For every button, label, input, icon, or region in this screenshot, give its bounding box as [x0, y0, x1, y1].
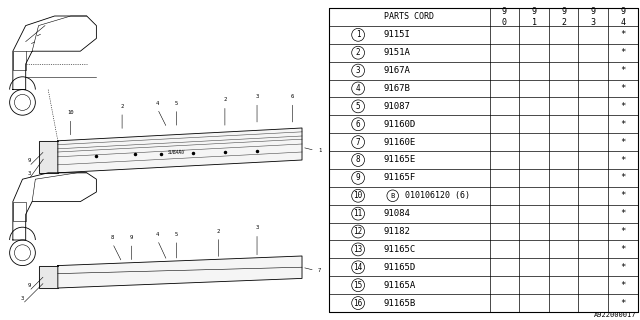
Text: 8: 8	[111, 235, 114, 240]
Text: *: *	[620, 138, 625, 147]
Text: 9167A: 9167A	[384, 66, 411, 75]
Text: A922000017: A922000017	[595, 312, 637, 318]
Text: 10: 10	[67, 110, 74, 115]
Text: 1: 1	[318, 148, 321, 153]
Text: 3: 3	[255, 94, 259, 99]
Text: 91165E: 91165E	[384, 156, 416, 164]
Text: 9
2: 9 2	[561, 7, 566, 27]
Text: *: *	[620, 84, 625, 93]
Text: SUBARU: SUBARU	[168, 150, 186, 155]
Text: 4: 4	[156, 100, 159, 106]
Text: 91165B: 91165B	[384, 299, 416, 308]
Text: 6: 6	[291, 94, 294, 99]
Text: *: *	[620, 120, 625, 129]
Text: 5: 5	[175, 100, 179, 106]
Text: 2: 2	[223, 97, 227, 102]
Text: 9
4: 9 4	[620, 7, 625, 27]
Text: 91165C: 91165C	[384, 245, 416, 254]
Text: 2: 2	[217, 228, 220, 234]
Text: *: *	[620, 245, 625, 254]
Polygon shape	[58, 128, 302, 173]
Text: *: *	[620, 209, 625, 218]
Text: 91182: 91182	[384, 227, 411, 236]
Text: 14: 14	[353, 263, 363, 272]
Text: *: *	[620, 299, 625, 308]
Text: *: *	[620, 30, 625, 39]
Text: 6: 6	[356, 120, 360, 129]
Text: 9167B: 9167B	[384, 84, 411, 93]
Text: 7: 7	[318, 268, 321, 273]
Text: B: B	[390, 193, 395, 199]
Text: PARTS CORD: PARTS CORD	[385, 12, 435, 21]
Text: 9151A: 9151A	[384, 48, 411, 57]
Text: 9: 9	[356, 173, 360, 182]
Polygon shape	[38, 266, 58, 288]
Text: 13: 13	[353, 245, 363, 254]
Text: *: *	[620, 227, 625, 236]
Text: 3: 3	[28, 171, 31, 176]
Polygon shape	[38, 141, 58, 173]
Text: 15: 15	[353, 281, 363, 290]
Text: 9
1: 9 1	[531, 7, 536, 27]
Text: *: *	[620, 66, 625, 75]
Text: 91165D: 91165D	[384, 263, 416, 272]
Text: 9
0: 9 0	[502, 7, 507, 27]
Text: 3: 3	[255, 225, 259, 230]
Text: *: *	[620, 102, 625, 111]
Text: 010106120 (6): 010106120 (6)	[405, 191, 470, 200]
Text: 10: 10	[353, 191, 363, 200]
Text: 91087: 91087	[384, 102, 411, 111]
Text: *: *	[620, 263, 625, 272]
Text: 2: 2	[120, 104, 124, 109]
Text: 9: 9	[28, 283, 31, 288]
Text: 9
3: 9 3	[591, 7, 596, 27]
Text: 7: 7	[356, 138, 360, 147]
Text: *: *	[620, 191, 625, 200]
Text: 1: 1	[356, 30, 360, 39]
Text: 11: 11	[353, 209, 363, 218]
Text: 8: 8	[356, 156, 360, 164]
Text: 2: 2	[356, 48, 360, 57]
Text: *: *	[620, 156, 625, 164]
Text: 3: 3	[356, 66, 360, 75]
Text: 4: 4	[356, 84, 360, 93]
Text: 12: 12	[353, 227, 363, 236]
Text: 5: 5	[175, 232, 179, 237]
Text: 91084: 91084	[384, 209, 411, 218]
Bar	[13, 202, 26, 221]
Text: 5: 5	[356, 102, 360, 111]
Text: 9115I: 9115I	[384, 30, 411, 39]
Polygon shape	[58, 256, 302, 288]
Text: 91160E: 91160E	[384, 138, 416, 147]
Text: *: *	[620, 48, 625, 57]
Text: 91165F: 91165F	[384, 173, 416, 182]
Text: 9: 9	[28, 158, 31, 163]
Text: 91160D: 91160D	[384, 120, 416, 129]
Text: *: *	[620, 281, 625, 290]
Text: 3: 3	[21, 296, 24, 301]
Text: 4: 4	[156, 232, 159, 237]
Text: 9: 9	[130, 235, 133, 240]
Bar	[13, 51, 26, 70]
Text: 16: 16	[353, 299, 363, 308]
Text: 91165A: 91165A	[384, 281, 416, 290]
Text: *: *	[620, 173, 625, 182]
